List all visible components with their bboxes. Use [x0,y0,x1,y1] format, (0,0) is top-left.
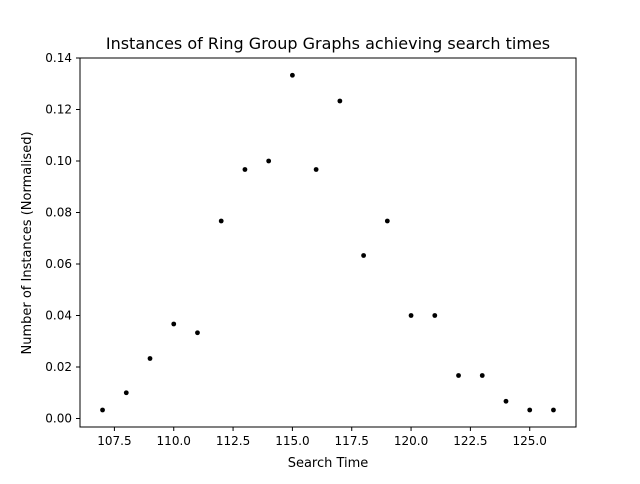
data-point [337,98,343,104]
chart-title: Instances of Ring Group Graphs achieving… [106,34,550,53]
data-point [147,356,153,361]
y-tick-label: 0.14 [45,51,72,65]
y-tick-label: 0.12 [45,103,72,117]
data-point [123,390,129,396]
data-point [432,313,438,318]
data-point [290,72,295,78]
data-point [384,218,390,224]
data-point [266,158,272,164]
data-point [361,253,366,258]
y-tick-label: 0.04 [45,309,72,323]
data-point [503,398,509,404]
plot-area: 107.5 110.0 112.5 115.0 117.5 120.0 122.5 125.0… [45,51,577,448]
data-point [195,330,200,336]
y-tick-label: 0.06 [45,257,72,271]
y-tick-label: 0.00 [45,412,72,426]
x-tick-label: 115.0 [275,434,309,448]
data-point [479,373,485,378]
data-point [551,407,556,413]
data-point [100,407,105,413]
plot-frame [79,57,577,428]
y-axis-label: Number of Instances (Normalised) [20,131,35,354]
x-tick-label: 122.5 [453,434,487,448]
data-point [313,167,319,172]
x-tick-label: 112.5 [216,434,250,448]
x-tick-label: 125.0 [513,434,547,448]
y-tick-label: 0.02 [45,360,72,374]
x-tick-label: 120.0 [394,434,428,448]
data-point [171,321,177,327]
x-tick-label: 107.5 [97,434,131,448]
y-tick-label: 0.08 [45,206,72,220]
data-point [456,373,461,378]
data-point [527,407,533,413]
data-point [408,313,414,318]
x-tick-label: 110.0 [157,434,191,448]
data-point [218,218,224,224]
x-axis-label: Search Time [288,456,369,471]
x-tick-label: 117.5 [335,434,369,448]
data-point [242,167,248,172]
y-tick-label: 0.10 [45,154,72,168]
